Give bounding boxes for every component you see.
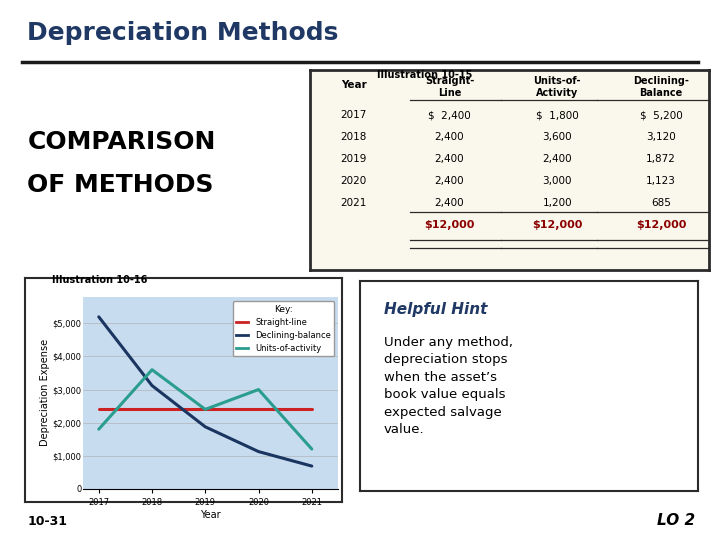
Text: 2,400: 2,400	[435, 154, 464, 164]
Text: 1,123: 1,123	[647, 176, 676, 186]
Text: 2017: 2017	[341, 110, 366, 120]
Text: $  2,400: $ 2,400	[428, 110, 471, 120]
X-axis label: Year: Year	[200, 510, 221, 519]
Text: 2,400: 2,400	[435, 198, 464, 208]
Legend: Straight-line, Declining-balance, Units-of-activity: Straight-line, Declining-balance, Units-…	[233, 301, 334, 356]
Text: Declining-: Declining-	[634, 76, 689, 86]
Text: Helpful Hint: Helpful Hint	[384, 302, 487, 317]
Text: $  1,800: $ 1,800	[536, 110, 579, 120]
Text: 3,600: 3,600	[543, 132, 572, 142]
Text: 2,400: 2,400	[435, 132, 464, 142]
Text: Year: Year	[341, 80, 366, 90]
Text: Units-of-: Units-of-	[534, 76, 581, 86]
Text: Activity: Activity	[536, 88, 578, 98]
Text: 3,000: 3,000	[543, 176, 572, 186]
Text: 685: 685	[652, 198, 671, 208]
Text: LO 2: LO 2	[657, 513, 695, 528]
Text: Straight-: Straight-	[425, 76, 474, 86]
Text: OF METHODS: OF METHODS	[27, 173, 214, 197]
Text: $12,000: $12,000	[424, 220, 474, 230]
Text: COMPARISON: COMPARISON	[27, 130, 216, 153]
Text: 1,200: 1,200	[543, 198, 572, 208]
Text: Illustration 10-16: Illustration 10-16	[52, 275, 147, 286]
Text: Depreciation Methods: Depreciation Methods	[27, 21, 338, 44]
Text: Balance: Balance	[639, 88, 683, 98]
Text: 2018: 2018	[341, 132, 366, 142]
Text: Line: Line	[438, 88, 461, 98]
Text: Under any method,
depreciation stops
when the asset’s
book value equals
expected: Under any method, depreciation stops whe…	[384, 335, 513, 436]
Text: $12,000: $12,000	[532, 220, 582, 230]
Y-axis label: Depreciation Expense: Depreciation Expense	[40, 339, 50, 447]
Text: 2021: 2021	[341, 198, 366, 208]
Text: 10-31: 10-31	[27, 515, 68, 528]
Text: 3,120: 3,120	[647, 132, 676, 142]
Text: 2,400: 2,400	[543, 154, 572, 164]
Text: $12,000: $12,000	[636, 220, 686, 230]
Text: $  5,200: $ 5,200	[640, 110, 683, 120]
Text: 2,400: 2,400	[435, 176, 464, 186]
Text: 2019: 2019	[341, 154, 366, 164]
Text: Illustration 10-15: Illustration 10-15	[377, 70, 472, 80]
Text: 2020: 2020	[341, 176, 366, 186]
Text: 1,872: 1,872	[647, 154, 676, 164]
